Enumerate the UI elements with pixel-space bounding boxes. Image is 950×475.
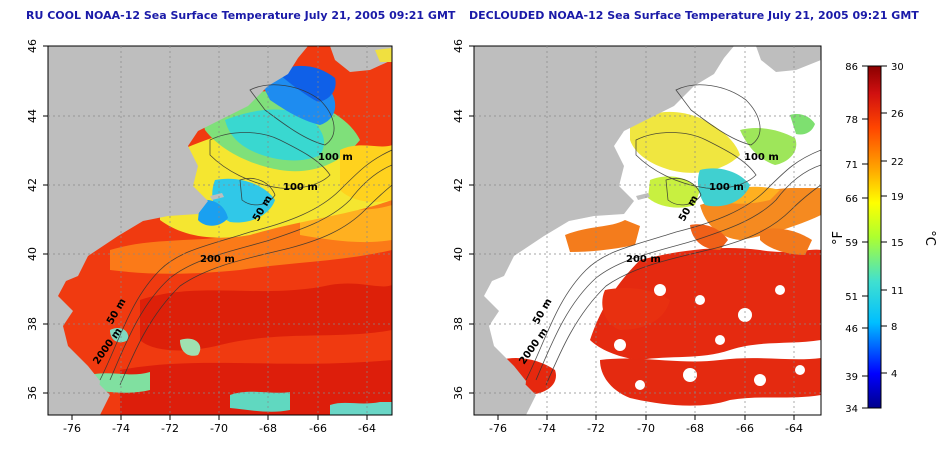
left-y-tick: 46 xyxy=(26,39,39,53)
right-y-tick: 44 xyxy=(452,109,465,123)
right-map-border xyxy=(473,45,822,416)
colorbar: 86 78 71 66 59 51 46 39 34 30 26 22 19 1… xyxy=(831,62,937,415)
left-x-axis: -76 -74 -72 -70 -68 -66 -64 xyxy=(63,422,376,435)
colorbar-gradient xyxy=(867,65,882,409)
left-x-tick: -68 xyxy=(259,422,277,435)
left-y-tick: 42 xyxy=(26,178,39,192)
left-map: 100 m 100 m 50 m 200 m 50 m 2000 m -76 -… xyxy=(26,39,393,435)
f-tick: 66 xyxy=(845,194,858,205)
f-tick: 51 xyxy=(845,292,858,303)
right-y-tick: 36 xyxy=(452,386,465,400)
right-x-tick: -64 xyxy=(785,422,803,435)
right-x-tick: -76 xyxy=(489,422,507,435)
contour-label-100m-a: 100 m xyxy=(744,152,779,163)
colorbar-c-ticks: 30 26 22 19 15 11 8 4 xyxy=(891,62,904,380)
colorbar-f-ticks: 86 78 71 66 59 51 46 39 34 xyxy=(845,62,858,415)
right-x-axis: -76 -74 -72 -70 -68 -66 -64 xyxy=(489,422,803,435)
right-y-tick: 38 xyxy=(452,317,465,331)
right-y-axis: 46 44 42 40 38 36 xyxy=(452,39,465,400)
colorbar-celsius-label: °C xyxy=(922,230,937,246)
c-tick: 22 xyxy=(891,157,904,168)
contour-label-200m: 200 m xyxy=(626,254,661,265)
right-map-title: DECLOUDED NOAA-12 Sea Surface Temperatur… xyxy=(469,9,919,22)
right-x-tick: -68 xyxy=(686,422,704,435)
c-tick: 4 xyxy=(891,369,897,380)
contour-label-200m: 200 m xyxy=(200,254,235,265)
f-tick: 71 xyxy=(845,160,858,171)
right-map-grid xyxy=(474,46,821,415)
f-tick: 34 xyxy=(845,404,858,415)
right-map: 100 m 100 m 50 m 200 m 50 m 2000 m -76 -… xyxy=(452,39,822,435)
left-x-tick: -74 xyxy=(112,422,130,435)
c-tick: 26 xyxy=(891,109,904,120)
colorbar-fahrenheit-label: °F xyxy=(831,231,846,245)
left-y-tick: 40 xyxy=(26,247,39,261)
left-map-title: RU COOL NOAA-12 Sea Surface Temperature … xyxy=(26,9,456,22)
f-tick: 46 xyxy=(845,324,858,335)
left-map-grid xyxy=(48,46,392,415)
c-tick: 15 xyxy=(891,238,904,249)
right-y-tick: 46 xyxy=(452,39,465,53)
right-x-tick: -66 xyxy=(736,422,754,435)
right-y-tick: 40 xyxy=(452,247,465,261)
contour-label-100m-b: 100 m xyxy=(709,182,744,193)
f-tick: 78 xyxy=(845,115,858,126)
left-x-tick: -72 xyxy=(161,422,179,435)
f-tick: 86 xyxy=(845,62,858,73)
contour-label-100m-b: 100 m xyxy=(283,182,318,193)
left-x-tick: -76 xyxy=(63,422,81,435)
left-map-border xyxy=(47,45,393,416)
left-y-tick: 44 xyxy=(26,109,39,123)
f-tick: 39 xyxy=(845,372,858,383)
left-y-tick: 36 xyxy=(26,386,39,400)
c-tick: 11 xyxy=(891,286,904,297)
right-x-tick: -70 xyxy=(637,422,655,435)
contour-label-100m-a: 100 m xyxy=(318,152,353,163)
left-x-tick: -64 xyxy=(358,422,376,435)
c-tick: 30 xyxy=(891,62,904,73)
left-x-tick: -70 xyxy=(210,422,228,435)
left-y-axis: 46 44 42 40 38 36 xyxy=(26,39,39,400)
left-x-tick: -66 xyxy=(309,422,327,435)
c-tick: 8 xyxy=(891,322,897,333)
left-y-tick: 38 xyxy=(26,317,39,331)
right-x-tick: -74 xyxy=(538,422,556,435)
right-x-tick: -72 xyxy=(587,422,605,435)
f-tick: 59 xyxy=(845,238,858,249)
right-y-tick: 42 xyxy=(452,178,465,192)
c-tick: 19 xyxy=(891,192,904,203)
